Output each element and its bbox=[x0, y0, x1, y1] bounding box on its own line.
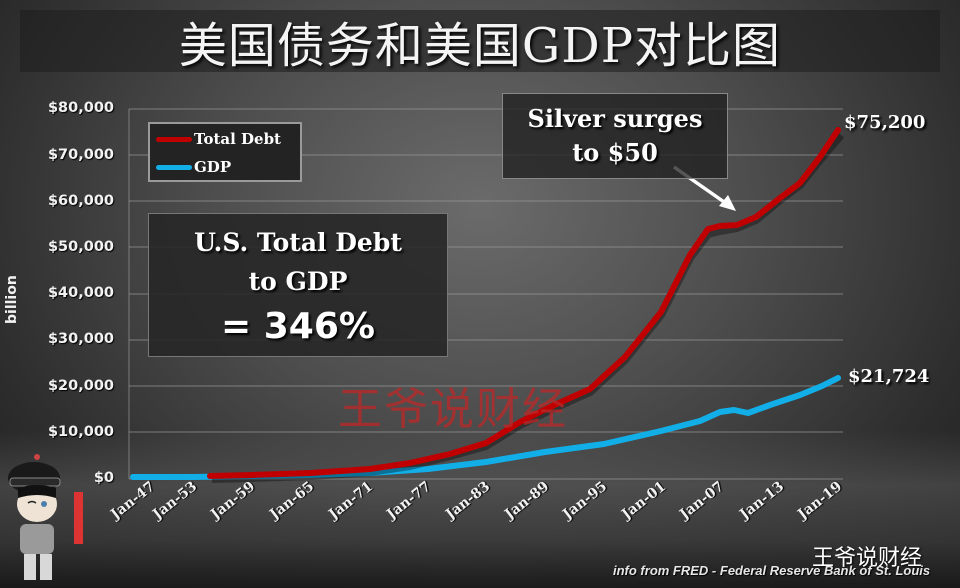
background-floor bbox=[0, 430, 960, 588]
legend-label-total-debt: Total Debt bbox=[194, 130, 281, 148]
watermark: 王爷说财经 bbox=[338, 384, 568, 435]
y-tick-0: $0 bbox=[93, 470, 114, 486]
annotation-line-1: Silver surges bbox=[527, 104, 703, 133]
legend-item-gdp: GDP bbox=[156, 157, 231, 177]
mascot-figure-icon bbox=[8, 454, 83, 580]
debt-to-gdp-callout: U.S. Total Debt to GDP = 346% bbox=[148, 213, 448, 357]
legend-item-total-debt: Total Debt bbox=[156, 129, 281, 149]
legend-swatch-gdp bbox=[156, 164, 192, 170]
y-tick-30000: $30,000 bbox=[47, 331, 114, 347]
y-tick-80000: $80,000 bbox=[47, 100, 114, 116]
callout-line-1: U.S. Total Debt bbox=[194, 228, 402, 257]
y-tick-70000: $70,000 bbox=[47, 147, 114, 163]
legend-label-gdp: GDP bbox=[194, 158, 232, 176]
chart-title: 美国债务和美国GDP对比图 bbox=[178, 18, 782, 74]
y-tick-60000: $60,000 bbox=[47, 193, 114, 209]
brand-logo-text: 王爷说财经 bbox=[812, 546, 923, 571]
callout-line-2: to GDP bbox=[248, 267, 348, 296]
y-tick-50000: $50,000 bbox=[47, 239, 114, 255]
debt-end-label: $75,200 bbox=[844, 112, 926, 133]
legend-swatch-total-debt bbox=[156, 136, 192, 142]
y-tick-40000: $40,000 bbox=[47, 285, 114, 301]
y-tick-10000: $10,000 bbox=[47, 424, 114, 440]
gdp-end-label: $21,724 bbox=[848, 366, 930, 387]
source-note: info from FRED - Federal Reserve Bank of… bbox=[613, 563, 931, 578]
annotation-line-2: to $50 bbox=[572, 138, 658, 167]
callout-ratio-value: = 346% bbox=[221, 306, 375, 347]
legend: Total Debt GDP bbox=[148, 122, 302, 182]
silver-annotation: Silver surges to $50 bbox=[502, 93, 728, 179]
total-debt-line bbox=[207, 127, 841, 479]
y-tick-20000: $20,000 bbox=[47, 378, 114, 394]
title-band bbox=[20, 10, 940, 72]
